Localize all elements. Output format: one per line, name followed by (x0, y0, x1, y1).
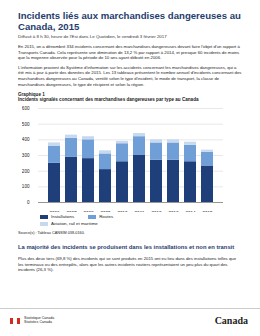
svg-text:2011: 2011 (135, 211, 145, 212)
svg-text:600: 600 (22, 106, 30, 111)
svg-text:500: 500 (22, 122, 30, 127)
svg-text:2010: 2010 (117, 211, 128, 212)
html-text:Diffusé à 8 h 30, heure de l'E: Diffusé à 8 h 30, heure de l'Est dans Le… (18, 34, 167, 40)
html-text:Canada: Canada (214, 315, 248, 326)
svg-text:2014: 2014 (185, 211, 196, 212)
html-text:Graphique 1: Graphique 1 (18, 92, 45, 98)
svg-text:2006: 2006 (49, 211, 60, 212)
html-text:Routes: Routes (99, 214, 114, 220)
html-text:Incidents liés aux marchandise: Incidents liés aux marchandises dangereu… (18, 10, 241, 32)
svg-text:300: 300 (22, 153, 30, 158)
svg-text:2007: 2007 (66, 211, 77, 212)
svg-text:0: 0 (27, 200, 30, 205)
svg-text:400: 400 (22, 137, 30, 142)
html-text:Source(s) : Tableau CANSIM 038: Source(s) : Tableau CANSIM 038-0160. (18, 231, 85, 236)
html-text:Installations: Installations (51, 214, 75, 220)
svg-text:200: 200 (22, 169, 30, 174)
html-text:Statistique Canada: Statistique Canada (24, 316, 55, 320)
html-text:En 2015, on a dénombré 334 inc: En 2015, on a dénombré 334 incidents con… (18, 44, 240, 61)
svg-text:2015: 2015 (202, 211, 213, 212)
svg-text:2012: 2012 (151, 211, 162, 212)
svg-text:2013: 2013 (168, 211, 179, 212)
html-text:La majorité des incidents se p: La majorité des incidents se produisent … (18, 244, 235, 251)
html-text:Incidents signalés concernant: Incidents signalés concernant des marcha… (18, 97, 199, 103)
svg-text:2008: 2008 (83, 211, 94, 212)
html-text:Plus des deux tiers (69,8 %) d: Plus des deux tiers (69,8 %) des inciden… (18, 256, 237, 273)
svg-text:2009: 2009 (100, 211, 111, 212)
svg-text:100: 100 (22, 184, 30, 189)
html-text:Statistics Canada: Statistics Canada (24, 320, 52, 324)
html-text:L'information provient du Syst: L'information provient du Système d'info… (18, 64, 242, 87)
html-text:Aviation, rail et maritime: Aviation, rail et maritime (51, 221, 98, 227)
